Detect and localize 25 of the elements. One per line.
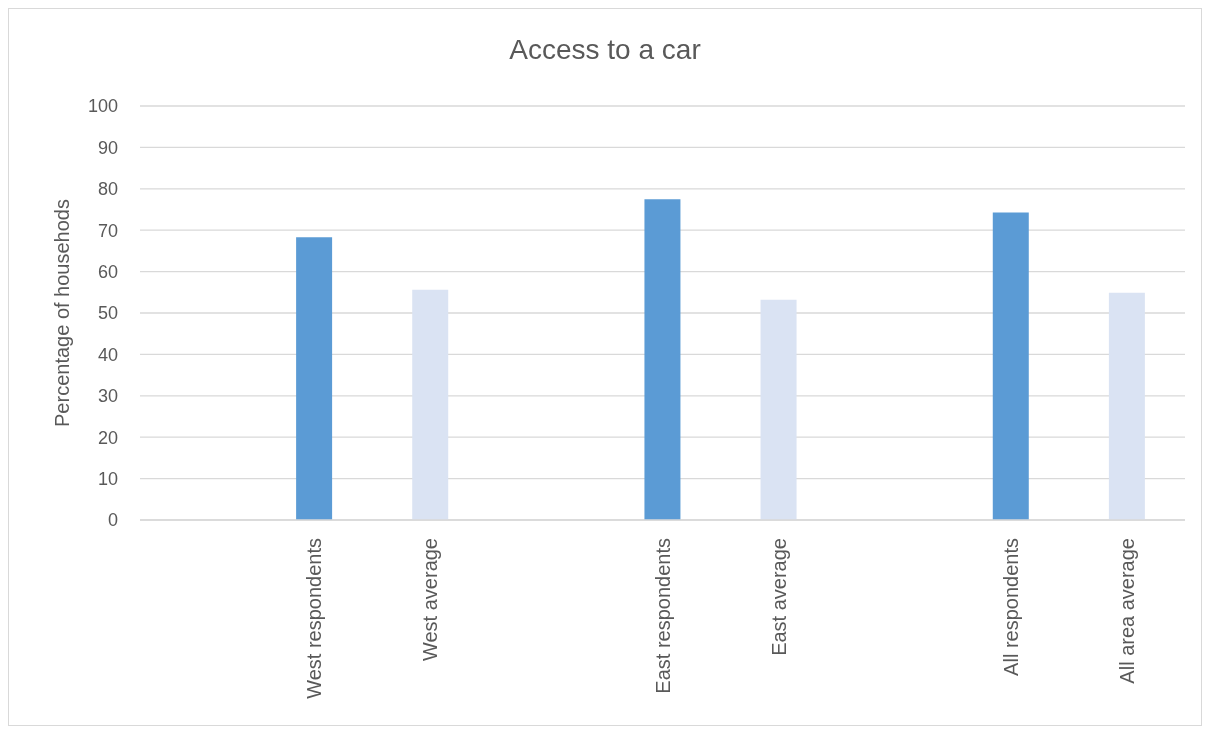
chart-title: Access to a car xyxy=(508,33,702,67)
y-tick-label: 90 xyxy=(97,137,118,158)
bar xyxy=(412,289,449,520)
y-tick-label: 30 xyxy=(97,386,118,407)
y-axis-title: Percentage of househods xyxy=(51,199,73,427)
y-tick-label: 10 xyxy=(97,468,118,489)
y-tick-label: 20 xyxy=(97,427,118,448)
bar xyxy=(1108,292,1145,520)
y-tick-label: 70 xyxy=(97,220,118,241)
y-tick-label: 40 xyxy=(97,344,118,365)
x-tick-label: All respondents xyxy=(999,538,1022,676)
bar xyxy=(760,299,797,520)
x-tick-label: West average xyxy=(419,538,442,662)
bar xyxy=(644,199,681,520)
x-tick-label: West respondents xyxy=(303,538,326,699)
y-tick-label: 100 xyxy=(87,96,118,117)
y-tick-label: 0 xyxy=(107,510,118,531)
bar xyxy=(992,212,1029,520)
y-tick-label: 80 xyxy=(97,179,118,200)
y-tick-label: 60 xyxy=(97,261,118,282)
x-tick-label: East respondents xyxy=(651,538,674,694)
x-tick-label: East average xyxy=(767,538,790,656)
x-tick-label: All area average xyxy=(1115,538,1138,684)
bar xyxy=(296,237,333,520)
y-tick-label: 50 xyxy=(97,303,118,324)
